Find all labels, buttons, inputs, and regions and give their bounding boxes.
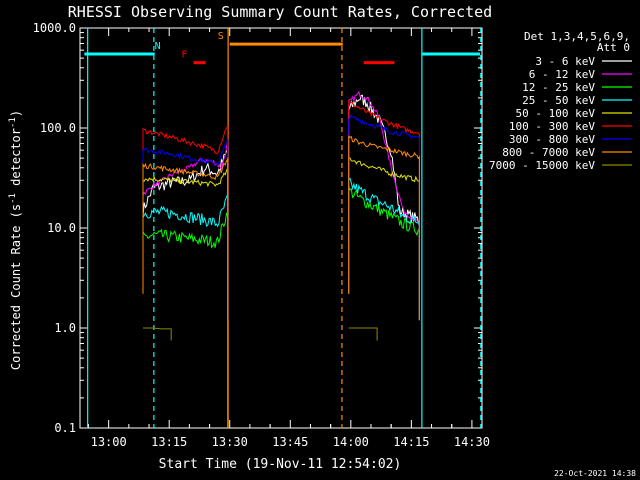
legend-label: 7000 - 15000 keV	[489, 159, 595, 172]
flag-label: N	[155, 41, 161, 52]
series-line	[348, 186, 420, 321]
legend-label: 300 - 800 keV	[509, 133, 595, 146]
legend-label: 12 - 25 keV	[522, 81, 595, 94]
series-line	[142, 124, 229, 321]
flag-label: F	[181, 50, 187, 61]
series-line	[348, 90, 420, 321]
x-tick-label: 14:15	[393, 435, 429, 449]
legend-label: 100 - 300 keV	[509, 120, 595, 133]
y-tick-label: 0.1	[54, 421, 76, 435]
x-tick-label: 13:45	[272, 435, 308, 449]
series-line	[348, 157, 420, 321]
series-line	[142, 193, 229, 321]
legend-label: 3 - 6 keV	[535, 55, 595, 68]
legend-label: 800 - 7000 keV	[502, 146, 595, 159]
series-line	[142, 212, 229, 321]
series-line	[348, 100, 420, 321]
legend-label: 50 - 100 keV	[516, 107, 596, 120]
y-axis-label: Corrected Count Rate (s-1 detector-1)	[8, 110, 23, 370]
timestamp: 22-Oct-2021 14:38	[554, 469, 636, 478]
x-tick-label: 13:30	[212, 435, 248, 449]
y-tick-label: 1000.0	[33, 21, 76, 35]
x-tick-label: 13:15	[151, 435, 187, 449]
series-line	[142, 139, 229, 321]
x-tick-label: 13:00	[91, 435, 127, 449]
series-line	[348, 114, 420, 321]
legend-label: 25 - 50 keV	[522, 94, 595, 107]
series-line	[142, 156, 229, 428]
y-axis-label-text: Corrected Count Rate (s-1 detector-1)	[8, 110, 23, 370]
series-line	[348, 177, 420, 321]
legend-header-attenuator: Att 0	[597, 41, 630, 54]
x-axis-label: Start Time (19-Nov-11 12:54:02)	[159, 457, 402, 472]
y-tick-label: 100.0	[40, 121, 76, 135]
series-line	[143, 327, 172, 341]
series-line	[348, 135, 420, 321]
flag-label: S	[218, 31, 224, 42]
series-line	[142, 141, 229, 321]
series-line	[142, 148, 229, 321]
y-tick-label: 1.0	[54, 321, 76, 335]
y-tick-label: 10.0	[47, 221, 76, 235]
series-line	[142, 167, 229, 321]
legend-header-detectors: Det 1,3,4,5,6,9,	[524, 30, 630, 43]
plot-area: 0.1 1.0 10.0 100.0 1000.0 13:00 13:15 13:30 13:4…	[33, 21, 490, 449]
x-tick-label: 14:30	[454, 435, 490, 449]
legend-label: 6 - 12 keV	[529, 68, 596, 81]
series-line	[348, 327, 378, 341]
chart-title: RHESSI Observing Summary Count Rates, Co…	[68, 3, 492, 21]
x-tick-label: 14:00	[333, 435, 369, 449]
